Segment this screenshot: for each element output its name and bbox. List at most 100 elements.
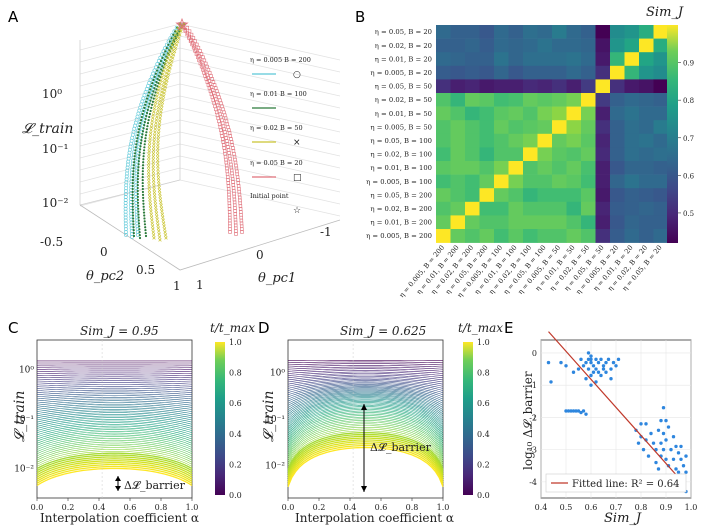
e-point <box>594 380 598 384</box>
b-cell <box>624 174 640 189</box>
b-cell <box>436 188 451 203</box>
a-ylabel: θ_pc2 <box>86 269 124 284</box>
a-trajectory-1-point <box>136 204 140 207</box>
a-trajectory-1-point <box>137 131 140 134</box>
a-xlabel: θ_pc1 <box>258 271 296 286</box>
e-point <box>646 454 651 458</box>
b-cell <box>479 215 495 230</box>
a-trajectory-3-point <box>224 136 228 140</box>
c-curve <box>36 432 193 446</box>
a-trajectory-1-point <box>136 186 139 190</box>
b-cell <box>566 79 582 94</box>
d-curve <box>287 437 444 477</box>
c-curve <box>36 412 193 421</box>
a-trajectory-1-point <box>146 125 149 128</box>
e-point <box>599 357 603 362</box>
a-trajectory-1-point <box>142 208 145 211</box>
b-cell <box>537 106 553 121</box>
b-cell <box>523 93 538 107</box>
b-colorbar-tick-label: 0.9 <box>683 60 694 68</box>
b-cell <box>479 79 495 94</box>
a-trajectory-1-point <box>149 109 152 113</box>
a-trajectory-1-point <box>145 111 149 115</box>
a-trajectory-2-point <box>156 170 160 175</box>
d-curve <box>287 433 444 472</box>
b-cell <box>653 147 669 162</box>
b-cell <box>639 147 654 162</box>
b-cell <box>450 147 466 162</box>
a-trajectory-2-point <box>148 194 152 199</box>
b-cell <box>552 229 567 243</box>
c-xtick-label: 0.6 <box>124 503 137 512</box>
a-trajectory-2-point <box>158 119 162 123</box>
b-cell <box>653 188 669 203</box>
a-trajectory-3-point <box>229 140 234 144</box>
e-xtick-label: 1.0 <box>685 503 698 512</box>
a-trajectory-2-point <box>151 157 155 162</box>
a-trajectory-3-point <box>238 201 242 205</box>
a-trajectory-2-point <box>160 103 164 108</box>
e-point <box>581 409 586 413</box>
a-trajectory-1-point <box>154 84 157 87</box>
b-cell <box>508 161 524 175</box>
b-cell <box>581 188 596 203</box>
b-cell <box>494 147 509 162</box>
panel-label-a: A <box>8 8 19 26</box>
b-cell <box>450 188 466 203</box>
a-trajectory-2-point <box>159 200 163 205</box>
b-cell <box>566 161 582 175</box>
a-trajectory-1-point <box>153 87 156 90</box>
a-trajectory-3-point <box>199 52 204 56</box>
a-trajectory-2-point <box>148 200 152 205</box>
e-point <box>616 357 621 362</box>
e-point <box>591 370 596 374</box>
a-trajectory-1-point <box>142 199 145 202</box>
d-curve <box>287 420 444 455</box>
b-row-label: η = 0.01, B = 200 <box>370 219 432 227</box>
b-cell <box>624 106 640 121</box>
b-cell <box>624 188 640 203</box>
a-trajectory-2-point <box>151 148 156 153</box>
d-curve <box>287 404 444 434</box>
a-trajectory-1-point <box>139 145 142 148</box>
b-cell <box>595 188 611 203</box>
e-point <box>611 360 616 365</box>
e-ytick-label: 0 <box>532 349 537 358</box>
a-trajectory-1-point <box>139 142 143 145</box>
c-curve <box>36 395 193 400</box>
b-cell <box>624 52 640 67</box>
a-trajectory-3-point <box>227 195 231 200</box>
panel-e-scatter: Fitted line: R² = 0.64 Sim_J log₁₀ Δ𝓛_ba… <box>521 331 698 526</box>
d-curve <box>287 406 444 436</box>
b-cell <box>610 65 625 80</box>
a-trajectory-3-point <box>216 92 220 96</box>
a-trajectory-2-point <box>163 230 167 234</box>
e-xtick-label: 0.9 <box>660 503 673 512</box>
b-cell <box>523 52 538 67</box>
b-colorbar-label: Sim_J <box>646 5 684 20</box>
a-trajectory-1-point <box>144 231 147 235</box>
b-row-label: η = 0.05, B = 50 <box>375 83 432 91</box>
a-trajectory-2-point <box>160 100 165 105</box>
a-trajectory-1-point <box>152 97 155 100</box>
a-trajectory-3-point <box>219 101 223 105</box>
a-trajectory-2-point <box>149 212 153 217</box>
a-trajectory-0-point <box>141 96 146 101</box>
a-trajectory-1-point <box>137 222 141 225</box>
a-trajectory-3-point <box>233 215 238 219</box>
e-point <box>674 444 678 449</box>
e-xtick-label: 0.8 <box>635 503 648 512</box>
a-trajectory-2-point <box>149 209 153 214</box>
a-trajectory-1-point <box>153 75 156 78</box>
d-curve <box>287 416 444 451</box>
d-curve <box>287 396 444 419</box>
b-cell <box>450 215 466 230</box>
b-cell <box>523 120 538 135</box>
b-cell <box>494 215 509 230</box>
a-trajectory-3-point <box>216 116 220 120</box>
a-trajectory-1-point <box>147 118 150 122</box>
d-xtick-label: 0.0 <box>282 503 295 512</box>
a-trajectory-0-point <box>124 233 128 237</box>
a-trajectory-1-point <box>131 214 135 217</box>
c-curve <box>36 443 193 459</box>
